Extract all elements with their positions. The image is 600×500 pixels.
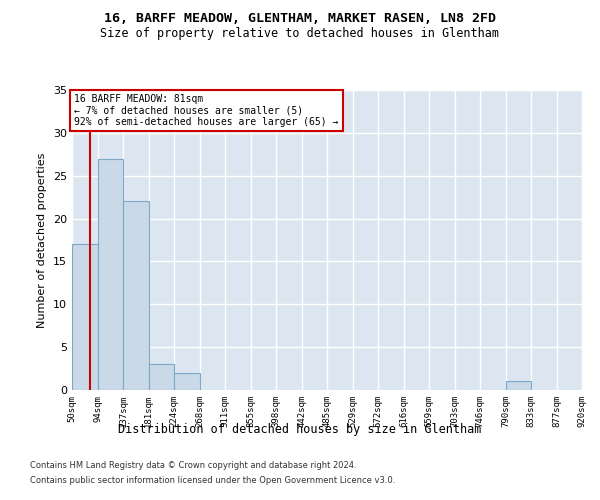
Bar bbox=[123, 202, 149, 390]
Bar bbox=[72, 244, 98, 390]
Bar bbox=[149, 364, 174, 390]
Text: Distribution of detached houses by size in Glentham: Distribution of detached houses by size … bbox=[118, 422, 482, 436]
Text: Size of property relative to detached houses in Glentham: Size of property relative to detached ho… bbox=[101, 28, 499, 40]
Text: 16, BARFF MEADOW, GLENTHAM, MARKET RASEN, LN8 2FD: 16, BARFF MEADOW, GLENTHAM, MARKET RASEN… bbox=[104, 12, 496, 26]
Text: Contains public sector information licensed under the Open Government Licence v3: Contains public sector information licen… bbox=[30, 476, 395, 485]
Bar bbox=[98, 158, 123, 390]
Bar bbox=[174, 373, 200, 390]
Text: 16 BARFF MEADOW: 81sqm
← 7% of detached houses are smaller (5)
92% of semi-detac: 16 BARFF MEADOW: 81sqm ← 7% of detached … bbox=[74, 94, 339, 128]
Y-axis label: Number of detached properties: Number of detached properties bbox=[37, 152, 47, 328]
Bar bbox=[506, 382, 531, 390]
Text: Contains HM Land Registry data © Crown copyright and database right 2024.: Contains HM Land Registry data © Crown c… bbox=[30, 461, 356, 470]
